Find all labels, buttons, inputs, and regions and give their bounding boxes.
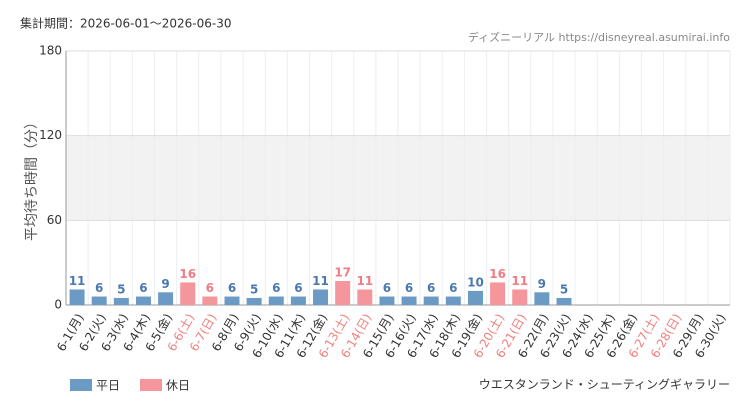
bar (401, 296, 417, 305)
bar (224, 296, 240, 305)
legend-swatch (140, 379, 162, 391)
value-label: 10 (467, 275, 484, 289)
y-axis-label: 平均待ち時間（分） (24, 115, 40, 241)
legend-label: 平日 (96, 379, 120, 393)
bar (490, 282, 506, 305)
footer: ウエスタンランド・シューティングギャラリー (479, 378, 730, 392)
y-tick-label: 180 (39, 44, 62, 58)
value-label: 6 (228, 281, 236, 295)
bar (113, 297, 129, 305)
value-label: 6 (139, 281, 147, 295)
value-label: 6 (383, 281, 391, 295)
value-label: 6 (405, 281, 413, 295)
value-label: 6 (206, 281, 214, 295)
y-tick-label: 120 (39, 128, 62, 142)
bar (423, 296, 439, 305)
value-label: 6 (427, 281, 435, 295)
value-label: 16 (179, 267, 196, 281)
bar (313, 289, 329, 305)
value-label: 11 (356, 274, 373, 288)
bar (290, 296, 306, 305)
bar (158, 292, 174, 305)
source: ディズニーリアル https://disneyreal.asumirai.inf… (468, 30, 730, 44)
value-label: 5 (117, 282, 125, 296)
y-tick-label: 0 (54, 298, 62, 312)
bar (246, 297, 262, 305)
value-label: 9 (538, 277, 546, 291)
value-label: 11 (312, 274, 329, 288)
bar (512, 289, 528, 305)
bar (135, 296, 151, 305)
bar (534, 292, 550, 305)
period: 集計期間：2026-06-01～2026-06-30 (20, 16, 231, 31)
value-label: 17 (334, 266, 351, 280)
value-label: 6 (294, 281, 302, 295)
value-label: 5 (560, 282, 568, 296)
value-label: 6 (95, 281, 103, 295)
legend-swatch (70, 379, 92, 391)
legend-label: 休日 (166, 379, 190, 393)
bar (379, 296, 395, 305)
bar (91, 296, 107, 305)
bar (69, 289, 85, 305)
y-tick-label: 60 (47, 213, 62, 227)
bar (467, 290, 483, 305)
value-label: 9 (161, 277, 169, 291)
bar (180, 282, 196, 305)
value-label: 6 (272, 281, 280, 295)
value-label: 11 (511, 274, 528, 288)
value-label: 5 (250, 282, 258, 296)
value-label: 11 (69, 274, 86, 288)
value-label: 16 (489, 267, 506, 281)
bar (357, 289, 373, 305)
bar (335, 281, 351, 305)
value-label: 6 (449, 281, 457, 295)
bar (445, 296, 461, 305)
bar (268, 296, 284, 305)
bar (556, 297, 572, 305)
bar (202, 296, 218, 305)
